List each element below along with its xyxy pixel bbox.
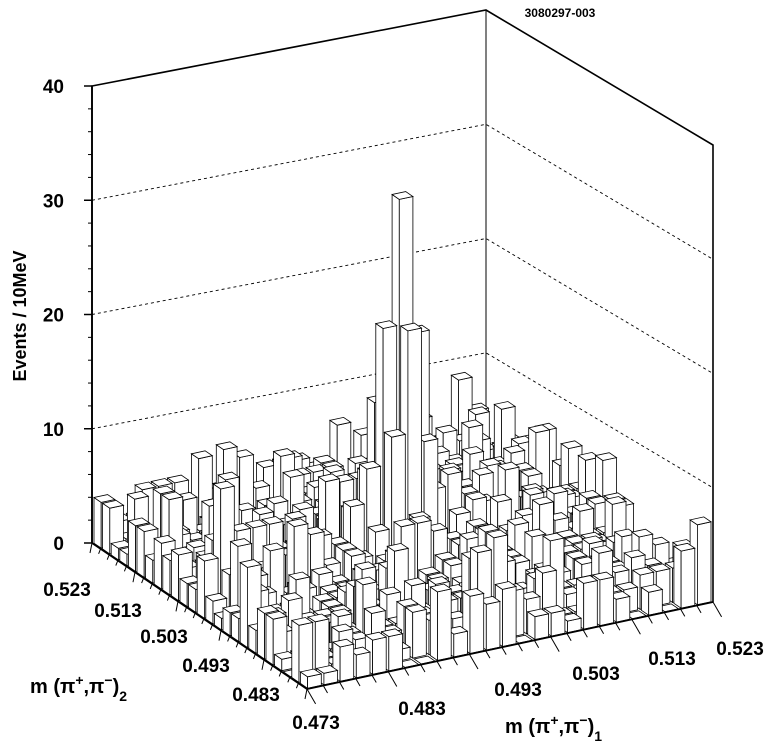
x-tick-mark bbox=[615, 622, 621, 631]
histogram-bar bbox=[477, 595, 501, 651]
x-tick-mark bbox=[566, 633, 572, 641]
z-tick-label: 20 bbox=[43, 306, 64, 327]
histogram-bar bbox=[299, 668, 323, 690]
x-tick-mark bbox=[468, 653, 479, 670]
x-tick-mark bbox=[696, 605, 702, 614]
y-tick-mark bbox=[123, 566, 127, 572]
x-tick-mark bbox=[501, 646, 507, 655]
z-tick-label: 40 bbox=[43, 77, 64, 98]
y-tick-label: 0.523 bbox=[43, 580, 91, 601]
x-tick-label: 0.523 bbox=[716, 639, 764, 660]
y-tick-mark bbox=[278, 671, 282, 677]
y-tick-mark bbox=[141, 577, 145, 584]
z-tick-label: 30 bbox=[43, 191, 64, 212]
y-tick-mark bbox=[175, 601, 179, 612]
y-tick-mark bbox=[270, 665, 274, 671]
histogram-bar bbox=[273, 651, 297, 672]
x-tick-mark bbox=[485, 650, 491, 659]
histogram-bars bbox=[93, 191, 712, 690]
histogram-bar bbox=[331, 638, 355, 683]
histogram-bar bbox=[607, 591, 631, 623]
x-tick-label: 0.513 bbox=[648, 649, 696, 670]
y-tick-mark bbox=[106, 554, 110, 560]
histogram-bar bbox=[290, 617, 314, 684]
x-tick-mark bbox=[517, 643, 523, 652]
x-tick-mark bbox=[420, 664, 426, 673]
y-tick-mark bbox=[252, 653, 256, 660]
y-tick-mark bbox=[192, 612, 196, 619]
grid-line bbox=[91, 352, 714, 489]
y-tick-mark bbox=[244, 647, 248, 654]
y-tick-label: 0.503 bbox=[140, 627, 188, 648]
y-tick-mark bbox=[227, 636, 231, 642]
y-tick-mark bbox=[201, 618, 205, 625]
x-tick-mark bbox=[550, 636, 560, 652]
x-tick-mark bbox=[631, 619, 641, 635]
y-tick-mark bbox=[89, 542, 93, 554]
y-tick-mark bbox=[149, 583, 153, 590]
y-tick-mark bbox=[235, 642, 239, 648]
x-tick-mark bbox=[404, 667, 410, 676]
y-axis-label: m (π+,π−)2 bbox=[30, 672, 127, 704]
x-axis-label: m (π+,π−)1 bbox=[505, 712, 602, 744]
x-tick-mark bbox=[387, 671, 398, 687]
histogram-bar bbox=[526, 608, 550, 641]
x-tick-mark bbox=[533, 640, 540, 648]
x-axis-ticks: 0.483 0.493 0.503 0.513 0.523 bbox=[306, 601, 764, 720]
y-tick-label: 0.483 bbox=[232, 685, 280, 706]
x-tick-mark bbox=[339, 681, 345, 690]
y-tick-mark bbox=[218, 630, 222, 641]
y-tick-mark bbox=[184, 607, 188, 613]
y-tick-mark bbox=[132, 572, 136, 583]
x-tick-mark bbox=[647, 615, 653, 624]
grid-line bbox=[91, 238, 714, 374]
y-tick-mark bbox=[287, 677, 291, 683]
histogram-bar bbox=[640, 584, 664, 616]
histogram-bar bbox=[429, 583, 453, 662]
x-tick-mark bbox=[355, 678, 361, 687]
y-tick-mark bbox=[98, 548, 102, 555]
y-tick-label: 0.493 bbox=[182, 656, 230, 677]
y-tick-mark bbox=[209, 624, 213, 630]
histogram-bar bbox=[672, 542, 696, 609]
y-tick-mark bbox=[304, 688, 308, 700]
x-tick-mark bbox=[680, 608, 686, 617]
x-tick-label: 0.493 bbox=[494, 680, 542, 701]
grid-line bbox=[91, 123, 714, 260]
z-axis-ticks: 0 10 20 30 40 bbox=[43, 77, 92, 555]
x-tick-mark bbox=[582, 629, 588, 638]
x-tick-mark bbox=[436, 660, 442, 669]
x-tick-label: 0.483 bbox=[398, 699, 446, 720]
x-tick-mark bbox=[371, 674, 377, 683]
y-tick-label: 0.473 bbox=[292, 713, 340, 734]
y-tick-mark bbox=[261, 659, 265, 670]
x-tick-mark bbox=[306, 688, 317, 705]
x-tick-mark bbox=[452, 657, 458, 666]
figure-id: 3080297-003 bbox=[525, 6, 596, 20]
y-tick-mark bbox=[166, 595, 170, 601]
z-axis-label: Events / 10MeV bbox=[10, 250, 30, 381]
x-tick-label: 0.503 bbox=[572, 664, 620, 685]
y-tick-mark bbox=[115, 560, 119, 566]
z-tick-label: 0 bbox=[53, 534, 64, 555]
z-tick-label: 10 bbox=[43, 420, 64, 441]
x-tick-mark bbox=[598, 626, 605, 635]
y-tick-label: 0.513 bbox=[94, 601, 142, 622]
y-tick-mark bbox=[158, 589, 162, 595]
x-tick-mark bbox=[322, 685, 328, 694]
x-tick-mark bbox=[663, 612, 670, 621]
y-tick-mark bbox=[295, 682, 299, 689]
x-tick-mark bbox=[712, 601, 723, 618]
